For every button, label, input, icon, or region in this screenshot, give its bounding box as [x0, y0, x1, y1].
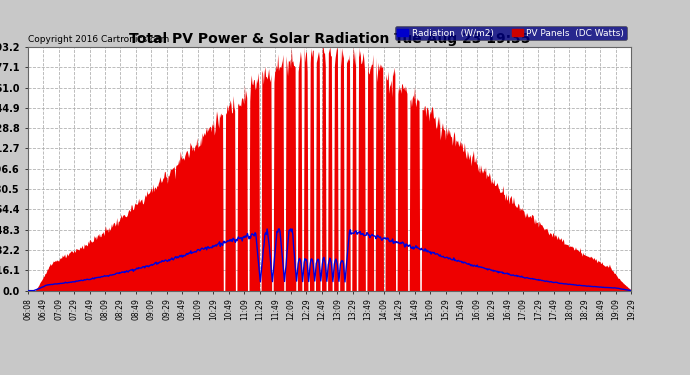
Title: Total PV Power & Solar Radiation Tue Aug 23 19:35: Total PV Power & Solar Radiation Tue Aug… — [129, 32, 530, 46]
Text: Copyright 2016 Cartronics.com: Copyright 2016 Cartronics.com — [28, 36, 169, 45]
Legend: Radiation  (W/m2), PV Panels  (DC Watts): Radiation (W/m2), PV Panels (DC Watts) — [395, 26, 627, 40]
